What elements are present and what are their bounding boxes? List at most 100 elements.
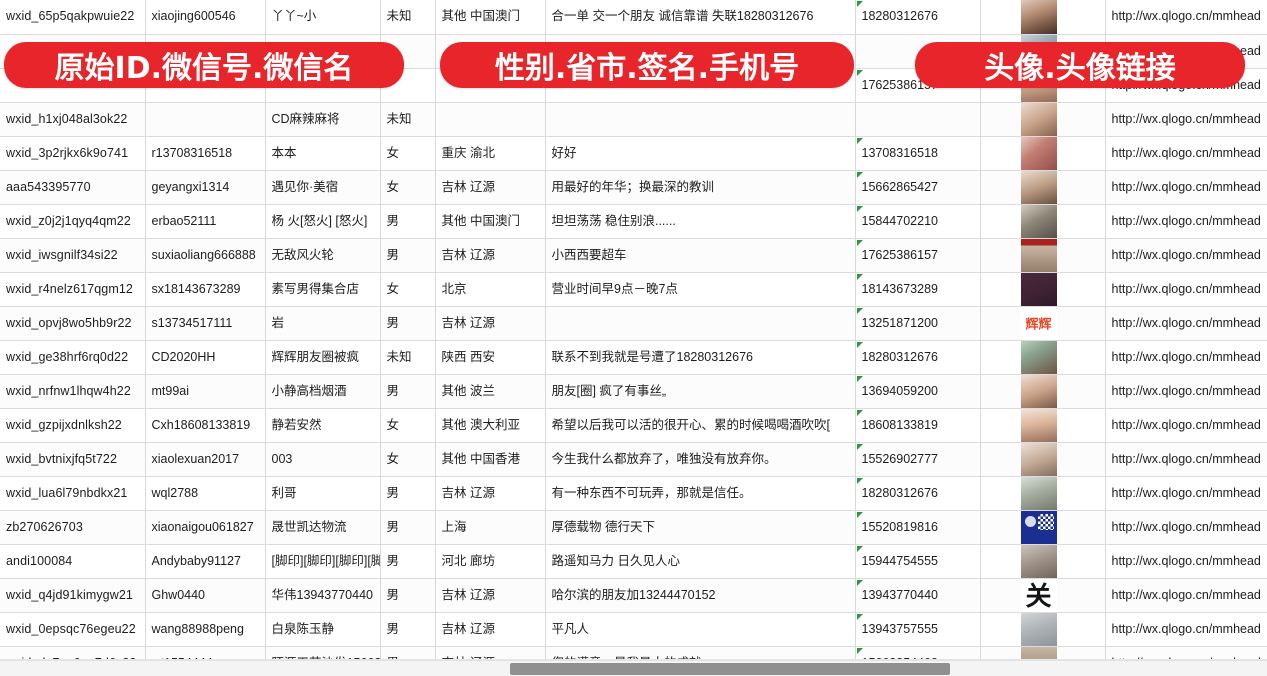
cell-gender[interactable]: 女 bbox=[380, 408, 436, 443]
cell-phone[interactable]: 17625386157 bbox=[855, 238, 981, 273]
cell-signature[interactable]: 联系不到我就是号遭了18280312676 bbox=[545, 340, 856, 375]
cell-wechat-no[interactable]: xiaojing600546 bbox=[145, 0, 266, 35]
cell-region[interactable]: 其他 波兰 bbox=[435, 374, 546, 409]
cell-wechat-no[interactable] bbox=[145, 102, 266, 137]
cell-phone[interactable]: 15944754555 bbox=[855, 544, 981, 579]
cell-wechat-no[interactable]: r13708316518 bbox=[145, 136, 266, 171]
cell-wechat-no[interactable]: wql2788 bbox=[145, 476, 266, 511]
cell-signature[interactable]: 厚德载物 德行天下 bbox=[545, 510, 856, 545]
cell-signature[interactable] bbox=[545, 102, 856, 137]
cell-avatar-url[interactable]: http://wx.qlogo.cn/mmhead bbox=[1105, 544, 1267, 579]
cell-gender[interactable]: 女 bbox=[380, 272, 436, 307]
cell-orig-id[interactable]: wxid_h1xj048al3ok22 bbox=[0, 102, 146, 137]
cell-wechat-no[interactable]: CD2020HH bbox=[145, 340, 266, 375]
cell-wechat-name[interactable]: 岩 bbox=[265, 306, 381, 341]
cell-region[interactable] bbox=[435, 102, 546, 137]
cell-avatar-url[interactable]: http://wx.qlogo.cn/mmhead bbox=[1105, 476, 1267, 511]
cell-wechat-name[interactable]: 素写男得集合店 bbox=[265, 272, 381, 307]
cell-wechat-name[interactable]: 遇见你·美宿 bbox=[265, 170, 381, 205]
cell-phone[interactable]: 18280312676 bbox=[855, 0, 981, 35]
cell-wechat-no[interactable]: sx18143673289 bbox=[145, 272, 266, 307]
cell-gender[interactable]: 男 bbox=[380, 374, 436, 409]
cell-region[interactable]: 吉林 辽源 bbox=[435, 306, 546, 341]
cell-orig-id[interactable]: wxid_nrfnw1lhqw4h22 bbox=[0, 374, 146, 409]
cell-region[interactable]: 北京 bbox=[435, 272, 546, 307]
cell-avatar-url[interactable]: http://wx.qlogo.cn/mmhead bbox=[1105, 306, 1267, 341]
cell-signature[interactable]: 今生我什么都放弃了，唯独没有放弃你。 bbox=[545, 442, 856, 477]
cell-signature[interactable]: 合一单 交一个朋友 诚信靠谱 失联18280312676 bbox=[545, 0, 856, 35]
cell-signature[interactable]: 朋友[圈] 疯了有事丝„ bbox=[545, 374, 856, 409]
cell-phone[interactable]: 13943770440 bbox=[855, 578, 981, 613]
cell-orig-id[interactable]: wxid_ge38hrf6rq0d22 bbox=[0, 340, 146, 375]
cell-orig-id[interactable]: wxid_iwsgnilf34si22 bbox=[0, 238, 146, 273]
cell-gender[interactable]: 女 bbox=[380, 442, 436, 477]
table-row[interactable]: aaa543395770 geyangxi1314 遇见你·美宿 女 吉林 辽源 用最好的… bbox=[0, 170, 1267, 205]
cell-orig-id[interactable]: wxid_65p5qakpwuie22 bbox=[0, 0, 146, 35]
table-row[interactable]: wxid_bvtnixjfq5t722 xiaolexuan2017 003 女 其他 … bbox=[0, 442, 1267, 477]
cell-avatar-url[interactable]: http://wx.qlogo.cn/mmhead bbox=[1105, 0, 1267, 35]
cell-wechat-name[interactable]: 晟世凯达物流 bbox=[265, 510, 381, 545]
cell-wechat-no[interactable]: erbao52111 bbox=[145, 204, 266, 239]
cell-avatar[interactable] bbox=[980, 204, 1106, 239]
cell-avatar[interactable] bbox=[980, 476, 1106, 511]
table-row[interactable]: wxid_h1xj048al3ok22 CD麻辣麻将 未知 http://wx.qlo… bbox=[0, 102, 1267, 137]
cell-avatar[interactable] bbox=[980, 612, 1106, 647]
cell-region[interactable]: 吉林 辽源 bbox=[435, 578, 546, 613]
horizontal-scrollbar-track[interactable] bbox=[0, 660, 1267, 676]
cell-signature[interactable]: 用最好的年华；换最深的教训 bbox=[545, 170, 856, 205]
table-row[interactable]: wxid_gzpijxdnlksh22 Cxh18608133819 静若安然 女 其他… bbox=[0, 408, 1267, 443]
table-row[interactable]: wxid_q4jd91kimygw21 Ghw0440 华伟13943770440 男… bbox=[0, 578, 1267, 613]
cell-wechat-name[interactable]: 华伟13943770440 bbox=[265, 578, 381, 613]
cell-region[interactable]: 其他 中国澳门 bbox=[435, 0, 546, 35]
cell-gender[interactable]: 男 bbox=[380, 204, 436, 239]
cell-phone[interactable]: 18608133819 bbox=[855, 408, 981, 443]
cell-gender[interactable]: 未知 bbox=[380, 340, 436, 375]
cell-region[interactable]: 吉林 辽源 bbox=[435, 170, 546, 205]
cell-region[interactable]: 吉林 辽源 bbox=[435, 238, 546, 273]
cell-region[interactable]: 其他 中国澳门 bbox=[435, 204, 546, 239]
cell-region[interactable]: 河北 廊坊 bbox=[435, 544, 546, 579]
cell-phone[interactable]: 15662865427 bbox=[855, 170, 981, 205]
cell-gender[interactable]: 男 bbox=[380, 510, 436, 545]
cell-avatar-url[interactable]: http://wx.qlogo.cn/mmhead bbox=[1105, 204, 1267, 239]
cell-phone[interactable]: 13943757555 bbox=[855, 612, 981, 647]
cell-wechat-name[interactable]: 静若安然 bbox=[265, 408, 381, 443]
cell-signature[interactable] bbox=[545, 306, 856, 341]
cell-orig-id[interactable]: wxid_z0j2j1qyq4qm22 bbox=[0, 204, 146, 239]
cell-phone[interactable]: 15526902777 bbox=[855, 442, 981, 477]
cell-wechat-no[interactable]: s13734517111 bbox=[145, 306, 266, 341]
cell-gender[interactable]: 男 bbox=[380, 544, 436, 579]
cell-gender[interactable]: 男 bbox=[380, 306, 436, 341]
cell-avatar[interactable] bbox=[980, 272, 1106, 307]
cell-gender[interactable]: 女 bbox=[380, 136, 436, 171]
cell-avatar-url[interactable]: http://wx.qlogo.cn/mmhead bbox=[1105, 238, 1267, 273]
table-row[interactable]: zb270626703 xiaonaigou061827 晟世凯达物流 男 上海 厚德载物… bbox=[0, 510, 1267, 545]
cell-wechat-name[interactable]: 白泉陈玉静 bbox=[265, 612, 381, 647]
cell-avatar[interactable] bbox=[980, 510, 1106, 545]
cell-gender[interactable]: 男 bbox=[380, 612, 436, 647]
cell-avatar[interactable] bbox=[980, 544, 1106, 579]
cell-gender[interactable]: 女 bbox=[380, 170, 436, 205]
table-row[interactable]: wxid_lua6l79nbdkx21 wql2788 利哥 男 吉林 辽源 有一种东西不… bbox=[0, 476, 1267, 511]
cell-avatar[interactable] bbox=[980, 0, 1106, 35]
cell-wechat-no[interactable]: Cxh18608133819 bbox=[145, 408, 266, 443]
table-row[interactable]: wxid_r4nelz617qgm12 sx18143673289 素写男得集合店 女… bbox=[0, 272, 1267, 307]
cell-avatar-url[interactable]: http://wx.qlogo.cn/mmhead bbox=[1105, 510, 1267, 545]
horizontal-scrollbar-thumb[interactable] bbox=[510, 663, 950, 675]
cell-avatar[interactable] bbox=[980, 102, 1106, 137]
cell-signature[interactable]: 希望以后我可以活的很开心、累的时候喝喝酒吹吹[ bbox=[545, 408, 856, 443]
cell-gender[interactable]: 未知 bbox=[380, 102, 436, 137]
cell-avatar[interactable]: 关 bbox=[980, 578, 1106, 613]
cell-orig-id[interactable]: zb270626703 bbox=[0, 510, 146, 545]
cell-orig-id[interactable]: andi100084 bbox=[0, 544, 146, 579]
cell-phone[interactable]: 18280312676 bbox=[855, 340, 981, 375]
cell-wechat-name[interactable]: 杨 火[怒火] [怒火] bbox=[265, 204, 381, 239]
cell-signature[interactable]: 坦坦荡荡 稳住别浪...... bbox=[545, 204, 856, 239]
cell-signature[interactable]: 路遥知马力 日久见人心 bbox=[545, 544, 856, 579]
cell-region[interactable]: 陕西 西安 bbox=[435, 340, 546, 375]
cell-avatar-url[interactable]: http://wx.qlogo.cn/mmhead bbox=[1105, 408, 1267, 443]
cell-orig-id[interactable]: wxid_opvj8wo5hb9r22 bbox=[0, 306, 146, 341]
cell-region[interactable]: 其他 中国香港 bbox=[435, 442, 546, 477]
cell-orig-id[interactable]: wxid_gzpijxdnlksh22 bbox=[0, 408, 146, 443]
